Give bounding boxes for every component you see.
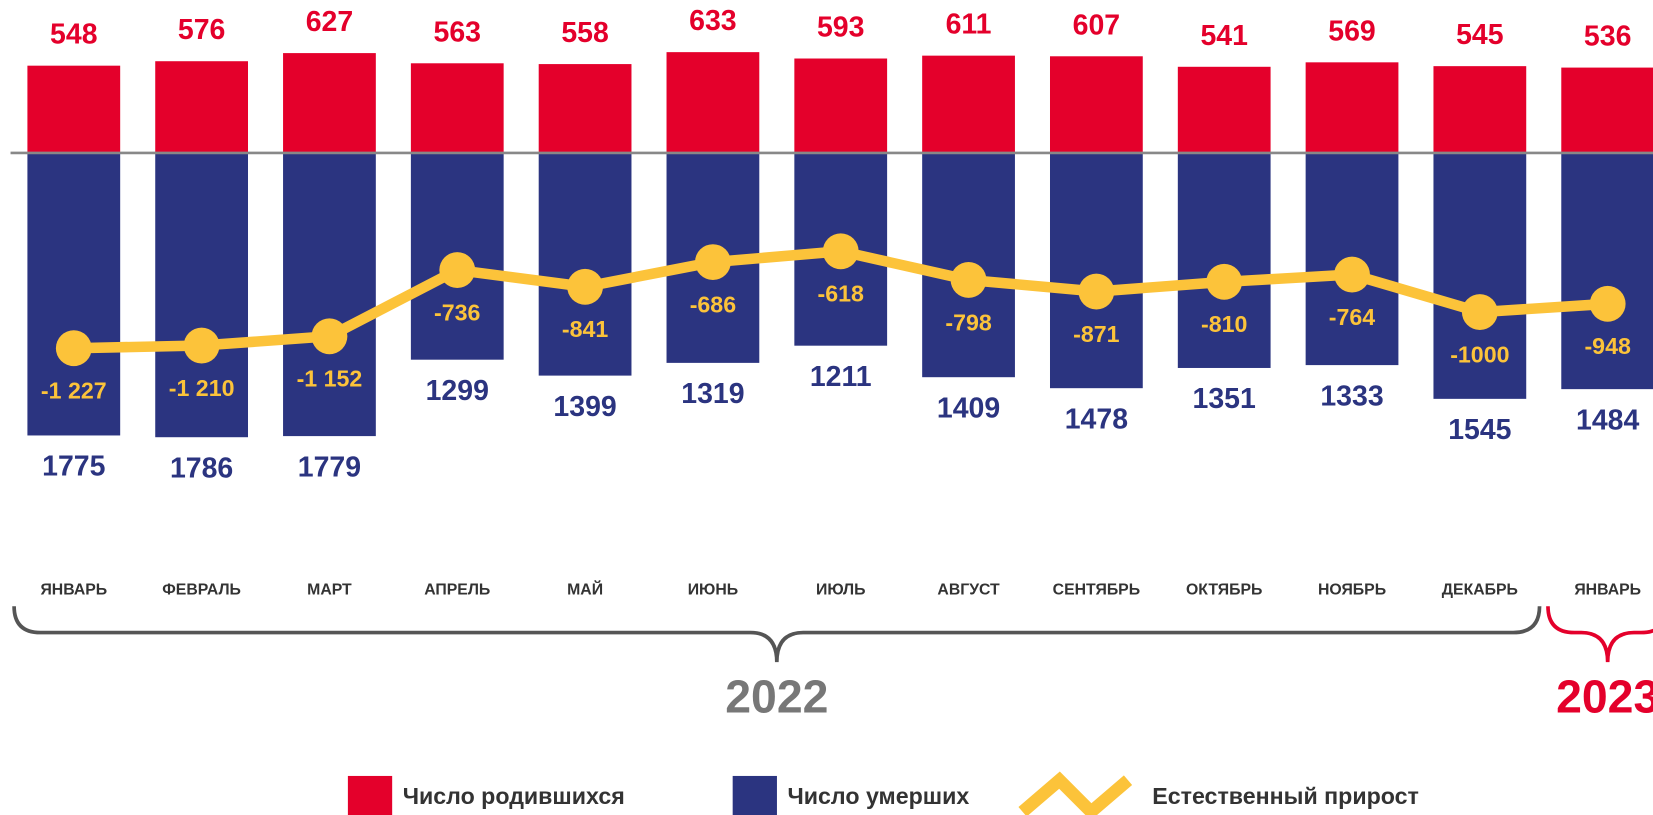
data-label: -871: [1073, 321, 1120, 347]
point: [1461, 294, 1498, 331]
legend-label: Число умерших: [787, 783, 969, 809]
legend-swatch: [732, 775, 777, 815]
data-label: 569: [1328, 15, 1375, 47]
data-label: -798: [945, 309, 992, 335]
x-tick-label: ЯНВАРЬ: [40, 582, 107, 599]
bar: [283, 53, 376, 153]
data-label: -841: [562, 316, 609, 342]
x-tick-label: МАРТ: [307, 582, 352, 599]
data-label: 563: [434, 16, 481, 48]
group-brace: [12, 606, 1542, 663]
data-label: 536: [1584, 21, 1631, 53]
point: [567, 268, 604, 305]
bar: [794, 58, 888, 153]
bar: [1049, 56, 1143, 153]
point: [311, 318, 348, 355]
point: [950, 262, 987, 298]
data-label: 1319: [681, 378, 744, 410]
bar: [1305, 62, 1399, 153]
point: [439, 252, 476, 288]
point: [1589, 285, 1626, 322]
bar: [1433, 66, 1527, 153]
bar: [27, 152, 121, 436]
data-label: -764: [1329, 304, 1376, 330]
data-label: -686: [690, 292, 737, 318]
data-label: 1333: [1320, 380, 1383, 412]
data-label: 627: [306, 6, 353, 38]
bar: [666, 52, 760, 153]
data-label: 1351: [1193, 383, 1256, 415]
bar: [1049, 152, 1143, 389]
bar: [538, 152, 632, 376]
x-tick-label: ОКТЯБРЬ: [1186, 582, 1262, 599]
data-label: 1545: [1448, 414, 1511, 446]
point: [183, 327, 220, 364]
x-tick-label: ИЮЛЬ: [816, 582, 865, 599]
data-label: 1399: [553, 391, 616, 423]
data-label: 1779: [298, 451, 361, 483]
bar: [1177, 152, 1271, 368]
data-label: -1 152: [297, 366, 363, 392]
bar: [1561, 67, 1653, 153]
data-label: 1786: [170, 452, 233, 484]
data-label: 1299: [426, 375, 489, 407]
x-tick-label: СЕНТЯБРЬ: [1053, 582, 1140, 599]
data-label: 558: [561, 17, 608, 49]
x-tick-label: АВГУСТ: [937, 582, 1000, 599]
x-tick-label: АПРЕЛЬ: [424, 582, 490, 599]
data-label: -736: [434, 299, 481, 325]
x-tick-label: ФЕВРАЛЬ: [162, 582, 241, 599]
data-label: 593: [817, 12, 864, 44]
data-label: -1 210: [169, 375, 235, 401]
bar: [27, 65, 121, 153]
data-label: -948: [1584, 333, 1631, 359]
data-label: 607: [1073, 9, 1120, 41]
bar: [1561, 152, 1653, 390]
data-label: -1000: [1450, 341, 1509, 367]
data-label: -810: [1201, 311, 1247, 337]
point: [822, 233, 859, 270]
group-label: 2022: [725, 670, 828, 722]
point: [1206, 263, 1243, 300]
data-label: -618: [818, 281, 865, 307]
legend-label: Естественный прирост: [1152, 783, 1419, 809]
data-label: 1484: [1576, 404, 1639, 436]
data-label: 1211: [810, 361, 872, 393]
x-tick-label: ЯНВАРЬ: [1574, 582, 1641, 599]
data-label: 1478: [1065, 403, 1128, 435]
data-label: 576: [178, 14, 225, 46]
x-tick-label: ИЮНЬ: [688, 582, 738, 599]
data-label: 545: [1456, 19, 1504, 51]
bar: [155, 152, 249, 438]
legend-label: Число родившихся: [403, 783, 625, 809]
x-tick-label: НОЯБРЬ: [1318, 582, 1386, 599]
data-label: 611: [946, 9, 992, 41]
x-tick-label: ДЕКАБРЬ: [1442, 582, 1518, 599]
bar: [1433, 152, 1527, 399]
point: [55, 330, 92, 367]
bar: [922, 55, 1015, 153]
data-label: 541: [1200, 20, 1248, 52]
bar: [1177, 66, 1271, 153]
group-label: 2023: [1556, 670, 1653, 722]
legend-swatch: [347, 775, 393, 815]
point: [1334, 256, 1370, 293]
bar: [410, 63, 504, 153]
bar: [155, 61, 249, 153]
bar: [538, 64, 632, 153]
x-tick-label: МАЙ: [567, 580, 603, 599]
bar: [283, 152, 376, 437]
data-label: 1775: [42, 451, 105, 483]
data-label: 633: [689, 5, 736, 37]
group-brace: [1546, 606, 1653, 663]
point: [1078, 273, 1115, 310]
data-label: -1 227: [41, 378, 107, 404]
data-label: 548: [50, 19, 97, 51]
point: [694, 244, 731, 281]
legend-swatch: [1018, 771, 1133, 815]
bars: [27, 52, 1653, 438]
data-label: 1409: [937, 392, 1000, 424]
